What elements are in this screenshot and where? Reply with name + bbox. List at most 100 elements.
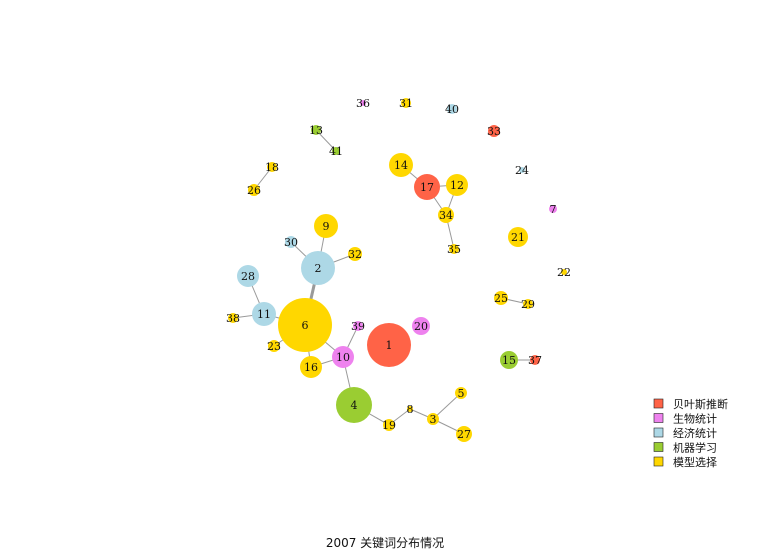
node-label-15: 15 bbox=[502, 354, 516, 367]
legend-label: 机器学习 bbox=[673, 441, 717, 455]
node-label-34: 34 bbox=[439, 209, 453, 222]
node-label-33: 33 bbox=[487, 125, 501, 138]
node-label-6: 6 bbox=[302, 319, 309, 332]
node-31: 31 bbox=[399, 97, 413, 110]
node-circle-29 bbox=[523, 299, 533, 309]
node-circle-15 bbox=[500, 351, 518, 369]
node-4: 4 bbox=[336, 387, 372, 423]
node-3: 3 bbox=[427, 413, 439, 426]
node-circle-35 bbox=[449, 244, 459, 254]
node-label-19: 19 bbox=[382, 419, 396, 432]
node-circle-2 bbox=[301, 251, 335, 285]
node-circle-14 bbox=[389, 153, 413, 177]
legend-label: 贝叶斯推断 bbox=[673, 397, 728, 411]
node-11: 11 bbox=[252, 302, 276, 326]
node-label-29: 29 bbox=[521, 298, 535, 311]
node-label-31: 31 bbox=[399, 97, 413, 110]
node-label-16: 16 bbox=[304, 361, 318, 374]
node-18: 18 bbox=[265, 161, 279, 174]
node-circle-7 bbox=[549, 205, 557, 213]
node-circle-5 bbox=[455, 387, 467, 399]
node-circle-28 bbox=[237, 265, 259, 287]
node-circle-8 bbox=[407, 406, 413, 412]
node-label-2: 2 bbox=[315, 262, 322, 275]
node-label-37: 37 bbox=[528, 354, 542, 367]
node-5: 5 bbox=[455, 387, 467, 400]
node-label-11: 11 bbox=[257, 308, 271, 321]
node-circle-6 bbox=[278, 298, 332, 352]
legend-swatch bbox=[653, 442, 664, 452]
node-circle-38 bbox=[228, 313, 238, 323]
node-circle-30 bbox=[285, 236, 297, 248]
node-label-1: 1 bbox=[386, 339, 393, 352]
node-22: 22 bbox=[557, 266, 571, 279]
node-label-21: 21 bbox=[511, 231, 525, 244]
node-39: 39 bbox=[351, 320, 365, 333]
node-12: 12 bbox=[446, 174, 468, 196]
node-label-36: 36 bbox=[356, 97, 370, 110]
node-30: 30 bbox=[284, 236, 298, 249]
node-25: 25 bbox=[494, 291, 508, 305]
node-circle-40 bbox=[447, 104, 457, 114]
node-circle-12 bbox=[446, 174, 468, 196]
node-label-9: 9 bbox=[323, 220, 330, 233]
node-15: 15 bbox=[500, 351, 518, 369]
node-label-26: 26 bbox=[247, 184, 261, 197]
node-label-3: 3 bbox=[430, 413, 437, 426]
node-circle-36 bbox=[360, 100, 366, 106]
node-41: 41 bbox=[329, 145, 343, 158]
node-37: 37 bbox=[528, 354, 542, 367]
node-circle-4 bbox=[336, 387, 372, 423]
node-circle-34 bbox=[438, 207, 454, 223]
node-label-14: 14 bbox=[394, 159, 408, 172]
node-29: 29 bbox=[521, 298, 535, 311]
node-label-10: 10 bbox=[336, 351, 350, 364]
node-label-39: 39 bbox=[351, 320, 365, 333]
node-6: 6 bbox=[278, 298, 332, 352]
node-27: 27 bbox=[456, 426, 472, 442]
node-40: 40 bbox=[445, 103, 459, 116]
node-circle-24 bbox=[519, 167, 525, 173]
node-circle-31 bbox=[401, 98, 411, 108]
node-circle-37 bbox=[530, 355, 540, 365]
node-circle-20 bbox=[412, 317, 430, 335]
node-label-13: 13 bbox=[309, 124, 323, 137]
node-circle-26 bbox=[248, 184, 260, 196]
node-label-20: 20 bbox=[414, 320, 428, 333]
legend-swatch bbox=[653, 456, 664, 467]
node-label-25: 25 bbox=[494, 292, 508, 305]
node-circle-17 bbox=[414, 174, 440, 200]
node-34: 34 bbox=[438, 207, 454, 223]
node-10: 10 bbox=[332, 346, 354, 368]
nodes-layer: 1234567891011121314151617181920212223242… bbox=[226, 97, 571, 442]
legend-label: 模型选择 bbox=[673, 455, 717, 469]
node-circle-41 bbox=[332, 147, 340, 155]
node-circle-16 bbox=[300, 356, 322, 378]
node-19: 19 bbox=[382, 419, 396, 432]
node-circle-33 bbox=[488, 125, 500, 137]
node-28: 28 bbox=[237, 265, 259, 287]
node-circle-21 bbox=[508, 227, 528, 247]
node-36: 36 bbox=[356, 97, 370, 110]
legend-swatch bbox=[653, 398, 664, 409]
node-label-35: 35 bbox=[447, 243, 461, 256]
node-circle-32 bbox=[348, 247, 362, 261]
node-circle-39 bbox=[353, 321, 363, 331]
node-33: 33 bbox=[487, 125, 501, 138]
node-label-28: 28 bbox=[241, 270, 255, 283]
node-label-23: 23 bbox=[267, 340, 281, 353]
node-9: 9 bbox=[314, 214, 338, 238]
node-label-4: 4 bbox=[351, 399, 358, 412]
node-32: 32 bbox=[348, 247, 362, 261]
node-label-8: 8 bbox=[407, 403, 414, 416]
node-label-41: 41 bbox=[329, 145, 343, 158]
node-23: 23 bbox=[267, 340, 281, 353]
node-26: 26 bbox=[247, 184, 261, 197]
node-circle-27 bbox=[456, 426, 472, 442]
node-label-22: 22 bbox=[557, 266, 571, 279]
node-13: 13 bbox=[309, 124, 323, 137]
node-circle-22 bbox=[561, 269, 567, 275]
node-2: 2 bbox=[301, 251, 335, 285]
